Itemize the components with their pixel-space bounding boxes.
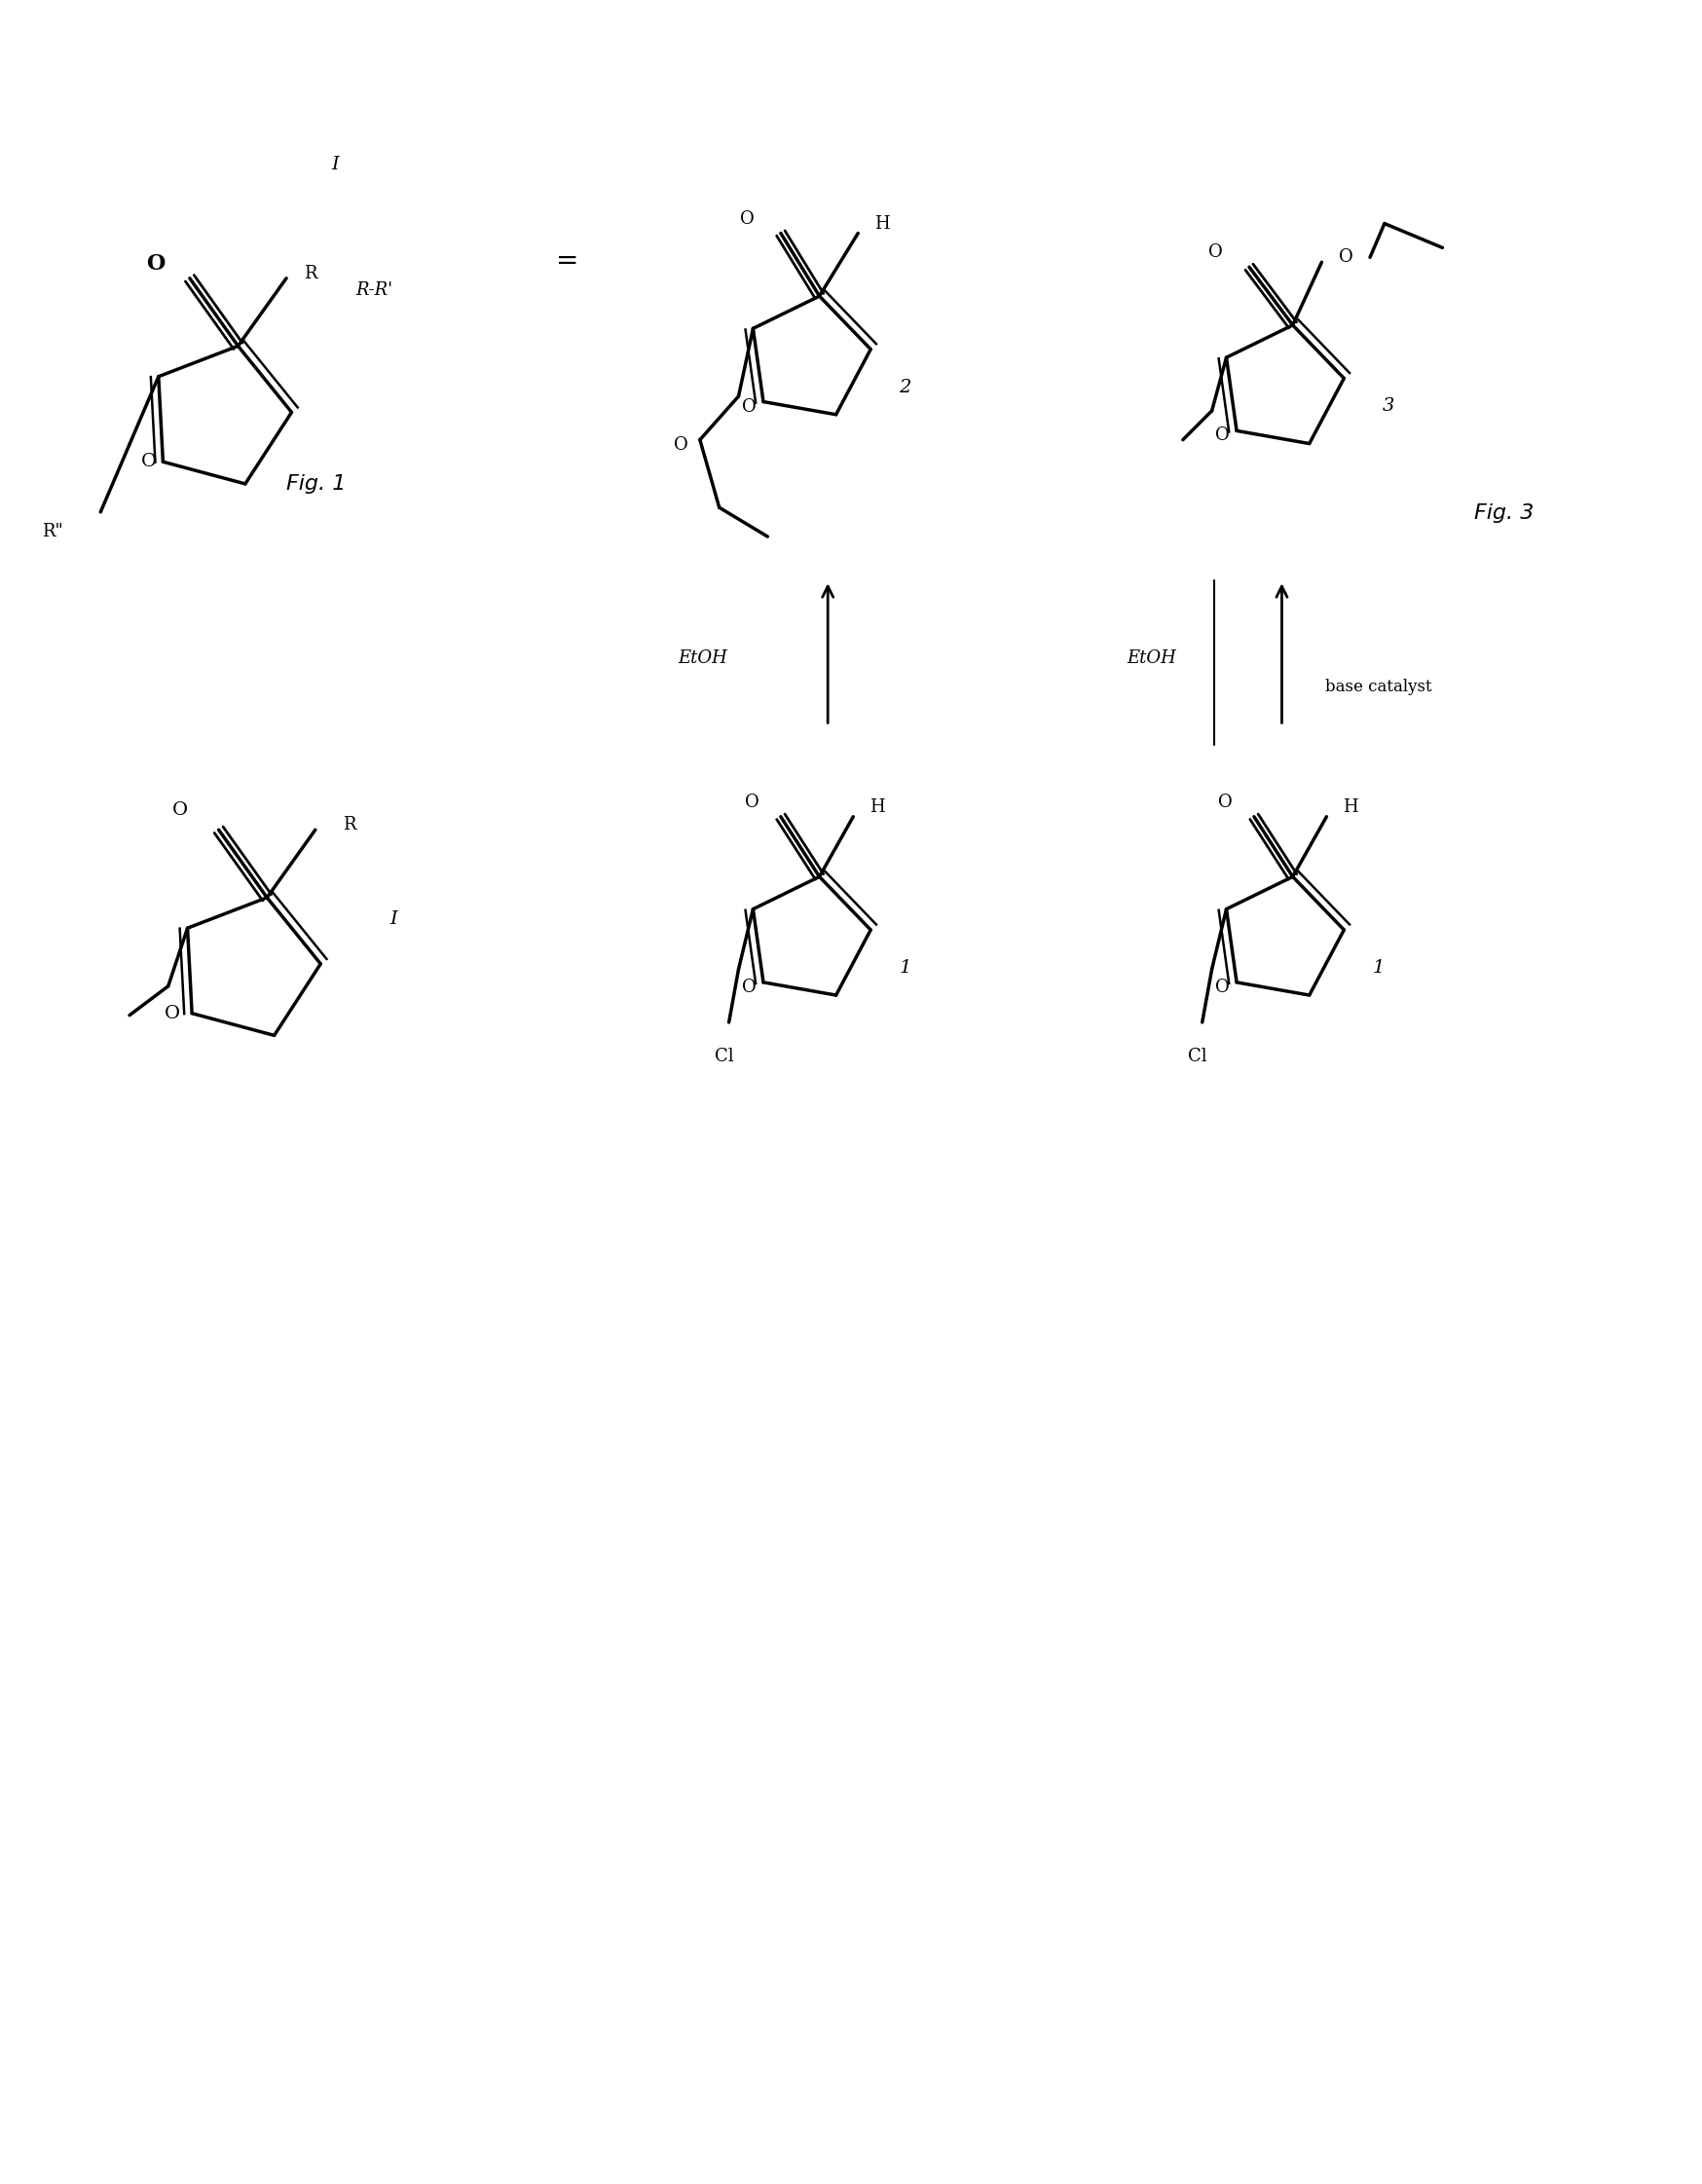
Text: H: H	[875, 214, 890, 232]
Text: O: O	[146, 253, 165, 275]
Text: H: H	[1343, 797, 1358, 817]
Text: I: I	[390, 911, 397, 928]
Text: R": R"	[41, 522, 63, 539]
Text: EtOH: EtOH	[1127, 649, 1176, 666]
Text: Fig. 1: Fig. 1	[286, 474, 346, 494]
Text: 1: 1	[1372, 959, 1384, 976]
Text: O: O	[744, 793, 759, 810]
Text: O: O	[165, 1005, 180, 1022]
Text: O: O	[1208, 245, 1222, 262]
Text: R: R	[305, 264, 317, 282]
Text: O: O	[740, 210, 754, 227]
Text: O: O	[1339, 249, 1353, 266]
Text: EtOH: EtOH	[677, 649, 727, 666]
Text: O: O	[742, 978, 756, 996]
Text: Cl: Cl	[1188, 1048, 1207, 1066]
Text: 2: 2	[899, 378, 911, 395]
Text: O: O	[172, 802, 187, 819]
Text: Cl: Cl	[715, 1048, 734, 1066]
Text: O: O	[1215, 426, 1229, 443]
Text: Fig. 3: Fig. 3	[1474, 502, 1534, 522]
Text: 3: 3	[1382, 397, 1394, 415]
Text: base catalyst: base catalyst	[1326, 679, 1431, 695]
Text: 1: 1	[899, 959, 911, 976]
Text: O: O	[1215, 978, 1229, 996]
Text: O: O	[1219, 793, 1232, 810]
Text: R-R': R-R'	[356, 282, 393, 299]
Text: O: O	[674, 437, 688, 454]
Text: O: O	[742, 397, 756, 415]
Text: R: R	[342, 817, 356, 834]
Text: =: =	[555, 249, 579, 275]
Text: I: I	[332, 155, 339, 173]
Text: H: H	[870, 797, 885, 817]
Text: O: O	[141, 452, 157, 470]
